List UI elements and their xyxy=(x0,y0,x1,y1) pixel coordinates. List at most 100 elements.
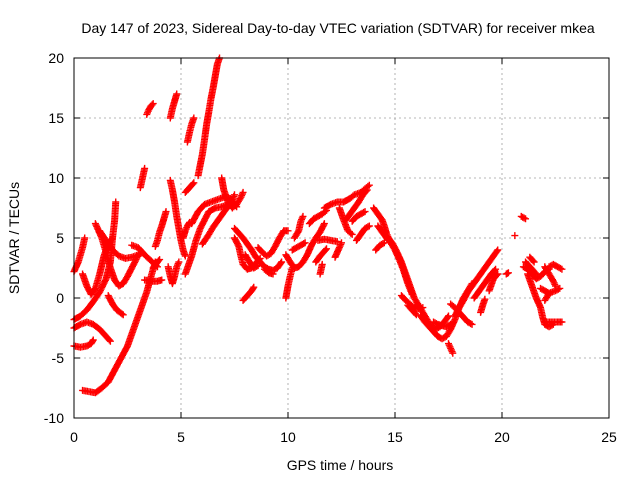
data-point xyxy=(301,239,309,247)
series-s29 xyxy=(241,251,262,272)
data-point xyxy=(338,239,345,247)
data-point xyxy=(468,320,476,328)
x-axis-label: GPS time / hours xyxy=(287,457,394,473)
series-s17 xyxy=(164,258,183,288)
data-point xyxy=(174,260,182,268)
data-point xyxy=(481,295,489,303)
data-point xyxy=(249,284,257,292)
data-point xyxy=(269,270,277,278)
series-s62 xyxy=(517,212,530,223)
series-s1 xyxy=(70,234,89,276)
data-point xyxy=(173,263,181,271)
data-point xyxy=(173,261,181,269)
data-point xyxy=(494,246,502,254)
data-point xyxy=(149,100,157,108)
data-point xyxy=(556,264,564,272)
data-point xyxy=(504,269,512,277)
data-point xyxy=(412,311,420,319)
data-point xyxy=(449,349,457,357)
data-point xyxy=(155,257,163,265)
series-s43 xyxy=(331,239,345,261)
data-point xyxy=(156,256,164,264)
series-s25 xyxy=(198,200,234,248)
data-point xyxy=(300,240,308,248)
data-point xyxy=(549,276,557,284)
series-s49 xyxy=(372,239,388,254)
data-point xyxy=(379,240,387,248)
data-point xyxy=(278,258,286,266)
data-point xyxy=(190,114,198,122)
series-s39 xyxy=(312,245,331,266)
series-s35 xyxy=(288,239,309,254)
data-point xyxy=(182,225,190,233)
data-point xyxy=(558,318,566,326)
data-point xyxy=(238,192,246,200)
data-point xyxy=(320,221,328,229)
data-point xyxy=(89,336,97,344)
series-s61 xyxy=(511,232,519,240)
series-s57 xyxy=(470,265,500,302)
data-point xyxy=(89,337,97,345)
data-point xyxy=(408,290,416,298)
data-point xyxy=(550,279,558,287)
series-s10 xyxy=(128,241,161,271)
series-s59 xyxy=(485,270,502,295)
chart-title: Day 147 of 2023, Sidereal Day-to-day VTE… xyxy=(81,20,594,36)
data-point xyxy=(545,289,553,297)
data-point xyxy=(250,283,258,291)
data-point xyxy=(105,336,113,344)
data-point xyxy=(320,220,328,228)
data-point xyxy=(445,312,452,320)
data-point xyxy=(447,320,455,328)
data-point xyxy=(336,242,344,250)
data-point xyxy=(141,164,149,172)
data-point xyxy=(445,321,453,329)
x-tick-label: 25 xyxy=(601,429,617,445)
data-point xyxy=(238,190,246,198)
data-point xyxy=(297,217,305,225)
data-point xyxy=(365,222,373,230)
series-s45 xyxy=(348,208,369,225)
data-point xyxy=(493,247,501,255)
data-points xyxy=(70,54,566,397)
data-point xyxy=(419,304,427,312)
data-point xyxy=(337,240,345,248)
data-point xyxy=(549,277,557,285)
series-s40 xyxy=(316,260,326,278)
data-point xyxy=(112,198,120,206)
data-point xyxy=(364,182,372,190)
data-point xyxy=(447,344,455,352)
series-s42 xyxy=(335,204,356,238)
data-point xyxy=(321,246,329,254)
data-point xyxy=(380,239,388,247)
y-tick-label: -5 xyxy=(52,350,65,366)
data-point xyxy=(143,109,151,117)
series-s12 xyxy=(143,100,157,118)
data-point xyxy=(148,101,156,109)
series-s67 xyxy=(541,263,559,290)
data-point xyxy=(492,265,500,273)
series-s65 xyxy=(522,258,540,278)
data-point xyxy=(360,208,368,216)
series-s66 xyxy=(526,253,538,266)
series-s48 xyxy=(374,222,416,298)
data-point xyxy=(333,238,341,246)
series-s55 xyxy=(445,340,457,357)
series-s51 xyxy=(404,301,420,319)
grid-lines xyxy=(74,58,609,418)
data-point xyxy=(299,212,307,220)
data-point xyxy=(294,228,302,236)
data-point xyxy=(190,179,198,187)
data-point xyxy=(446,343,454,351)
data-point xyxy=(493,271,501,279)
series-s26 xyxy=(218,174,247,212)
data-point xyxy=(365,181,373,189)
x-tick-label: 15 xyxy=(387,429,403,445)
x-tick-label: 5 xyxy=(177,429,185,445)
data-point xyxy=(467,320,475,328)
series-s16 xyxy=(166,90,181,122)
data-point xyxy=(520,214,528,222)
data-point xyxy=(253,262,261,270)
y-tick-label: 0 xyxy=(56,290,64,306)
